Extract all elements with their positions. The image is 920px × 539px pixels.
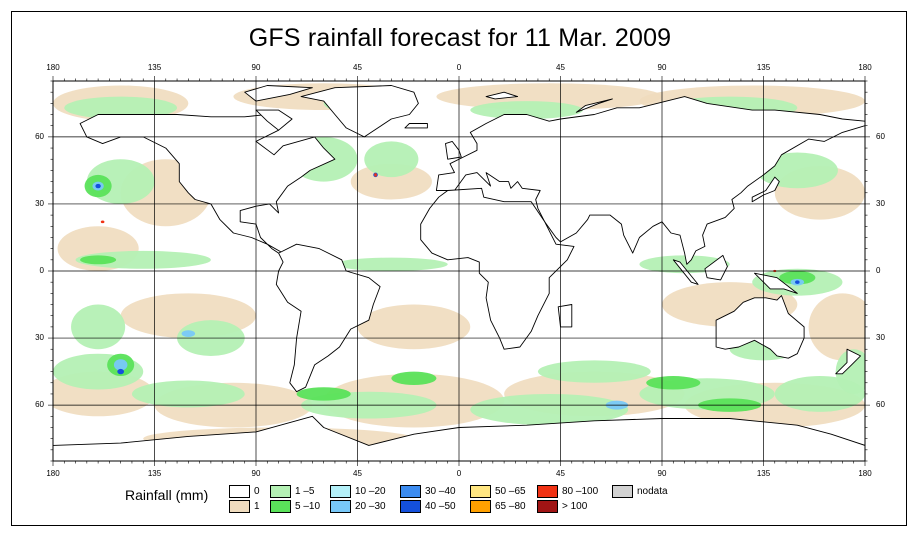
landmass-novaya-zemlya [575,98,613,113]
lat-tick-label-left: 60 [35,131,44,141]
lon-tick-label-top: 90 [657,63,667,72]
rain-cell [779,271,816,285]
lat-tick-label-left: 0 [39,266,44,275]
legend-swatch [537,485,558,498]
landmass-baffin-island [255,109,293,131]
legend-label: 0 [254,486,260,497]
lon-tick-label-top: 180 [46,63,60,72]
figure-frame [11,11,907,526]
rain-cell [334,257,448,272]
lon-tick-label-bottom: 180 [858,469,872,478]
lat-tick-label-left: 30 [35,198,44,208]
rain-cell [80,255,117,265]
lat-tick-label-right: 30 [876,198,885,208]
rain-cell [391,371,437,386]
rain-cell [350,163,432,200]
rain-cell [537,360,651,383]
rain-cell [181,330,196,337]
landmass-iceland [404,123,428,129]
lon-tick-label-top: 90 [251,63,261,72]
lat-tick-label-left: 60 [35,400,44,410]
lon-tick-label-bottom: 135 [756,469,771,478]
lon-tick-label-bottom: 180 [46,469,60,478]
lon-tick-label-bottom: 135 [147,469,162,478]
rain-cell [357,304,471,350]
landmass-ellesmere-island [244,85,313,102]
legend-swatch [229,500,250,513]
lon-tick-label-top: 135 [756,63,771,72]
rain-cell [117,368,125,375]
rain-cell [835,349,865,394]
rain-cell [75,250,211,269]
legend-swatch [330,485,351,498]
legend-label: > 100 [562,501,588,512]
legend-swatch [400,485,421,498]
legend-swatch [537,500,558,513]
legend-label: 30 –40 [425,486,456,497]
legend-label: 1 [254,501,260,512]
legend-swatch [470,485,491,498]
legend-swatch [612,485,633,498]
legend-swatch [270,485,291,498]
legend-label: 40 –50 [425,501,456,512]
lon-tick-label-bottom: 45 [353,469,362,478]
legend-label: 1 –5 [295,486,315,497]
lat-tick-label-right: 60 [876,131,885,141]
lon-tick-label-top: 0 [456,63,462,72]
legend-swatch [400,500,421,513]
legend-label: 20 –30 [355,501,386,512]
rain-cell [100,220,105,224]
rain-cell [131,380,245,408]
legend-label: 80 –100 [562,486,599,497]
map-title: GFS rainfall forecast for 11 Mar. 2009 [248,24,672,52]
lon-tick-label-top: 180 [858,63,872,72]
lat-tick-label-right: 0 [876,266,881,275]
landmass-madagascar [557,304,573,328]
legend-label: nodata [637,486,668,497]
landmass-greenland [300,85,419,138]
tick-marks [48,76,870,466]
lon-tick-label-bottom: 45 [556,469,565,478]
lon-tick-label-bottom: 0 [456,469,462,478]
landmass-new-zealand [835,348,861,375]
lon-tick-label-bottom: 90 [251,469,261,478]
lon-tick-label-top: 135 [147,63,162,72]
rain-cell [795,280,800,284]
legend-label: 5 –10 [295,501,321,512]
graticule [53,81,865,461]
rain-cell [71,304,126,350]
rain-cell [296,387,351,401]
lon-tick-label-top: 45 [556,63,565,72]
lat-tick-label-left: 30 [35,333,44,343]
legend-label: 50 –65 [495,486,526,497]
lat-tick-label-right: 30 [876,333,885,343]
legend-swatch [270,500,291,513]
rain-cell [646,376,701,390]
rain-cell [113,359,128,371]
landmass-svalbard [485,91,519,100]
legend-label: 10 –20 [355,486,386,497]
landmass-new-guinea [754,272,798,294]
legend-label: 65 –80 [495,501,526,512]
rain-cell [808,293,865,361]
legend-title: Rainfall (mm) [125,487,209,503]
lon-tick-label-bottom: 90 [657,469,667,478]
rain-cell [95,183,101,189]
landmass-japan [751,176,780,203]
lon-tick-label-top: 45 [353,63,362,72]
legend-swatch [229,485,250,498]
rain-cell [470,101,584,119]
landmass-borneo [704,254,728,281]
landmass-sumatra [672,259,699,285]
lat-tick-label-right: 60 [876,400,885,410]
landmass-eurasia [435,96,865,265]
legend-swatch [470,500,491,513]
rain-cell [64,96,178,120]
rain-cell [364,141,419,178]
rain-cell [374,173,377,177]
legend-swatch [330,500,351,513]
rain-cell [470,393,629,426]
